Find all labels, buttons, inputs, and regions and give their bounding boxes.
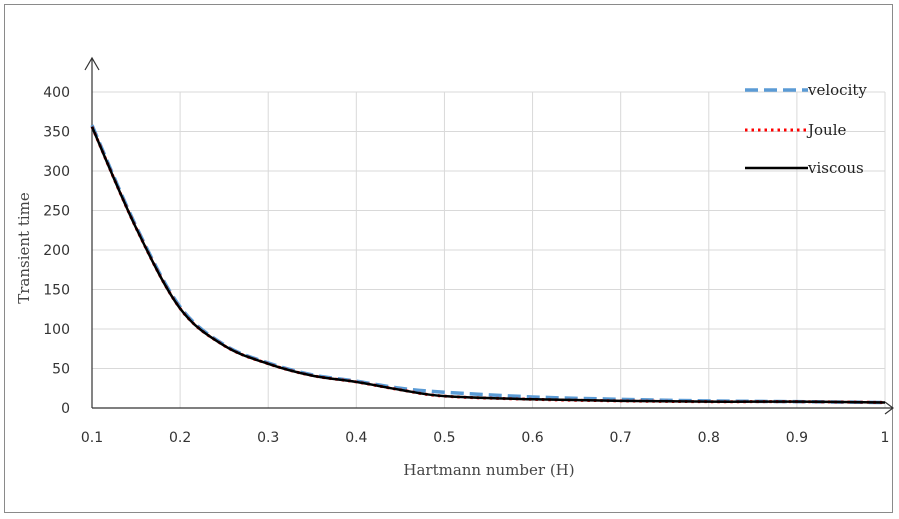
x-tick-label: 0.5	[433, 430, 455, 446]
x-tick-label: 0.2	[169, 430, 191, 446]
x-tick-label: 0.7	[610, 430, 632, 446]
x-axis-label: Hartmann number (H)	[403, 461, 574, 479]
y-axis-label: Transient time	[15, 192, 33, 304]
x-axis-arrowhead	[884, 401, 894, 415]
y-tick-label: 200	[43, 243, 70, 259]
x-tick-label: 0.8	[698, 430, 720, 446]
y-tick-label: 100	[43, 322, 70, 338]
series-lines	[90, 124, 886, 405]
x-tick-label: 0.1	[81, 430, 103, 446]
y-tick-label: 350	[43, 125, 70, 141]
y-tick-label: 50	[52, 362, 70, 378]
x-tick-label: 0.6	[521, 430, 543, 446]
y-tick-labels: 0 50 100 150 200 250 300 350 400	[43, 85, 70, 417]
x-tick-label: 0.3	[257, 430, 279, 446]
legend-label-velocity: velocity	[807, 81, 867, 99]
x-tick-label: 0.4	[345, 430, 367, 446]
x-tick-labels: 0.1 0.2 0.3 0.4 0.5 0.6 0.7 0.8 0.9 1	[81, 430, 890, 446]
y-tick-label: 300	[43, 164, 70, 180]
legend: velocity Joule viscous	[745, 81, 867, 177]
y-tick-label: 250	[43, 204, 70, 220]
series-line-viscous	[90, 126, 886, 404]
y-tick-label: 0	[61, 401, 70, 417]
y-tick-label: 400	[43, 85, 70, 101]
y-tick-label: 150	[43, 283, 70, 299]
x-tick-label: 0.9	[786, 430, 808, 446]
legend-label-joule: Joule	[806, 121, 847, 139]
axes	[84, 56, 894, 415]
y-axis-arrowhead	[84, 56, 100, 71]
legend-label-viscous: viscous	[807, 159, 864, 177]
x-tick-label: 1	[881, 430, 890, 446]
gridlines	[92, 91, 886, 408]
